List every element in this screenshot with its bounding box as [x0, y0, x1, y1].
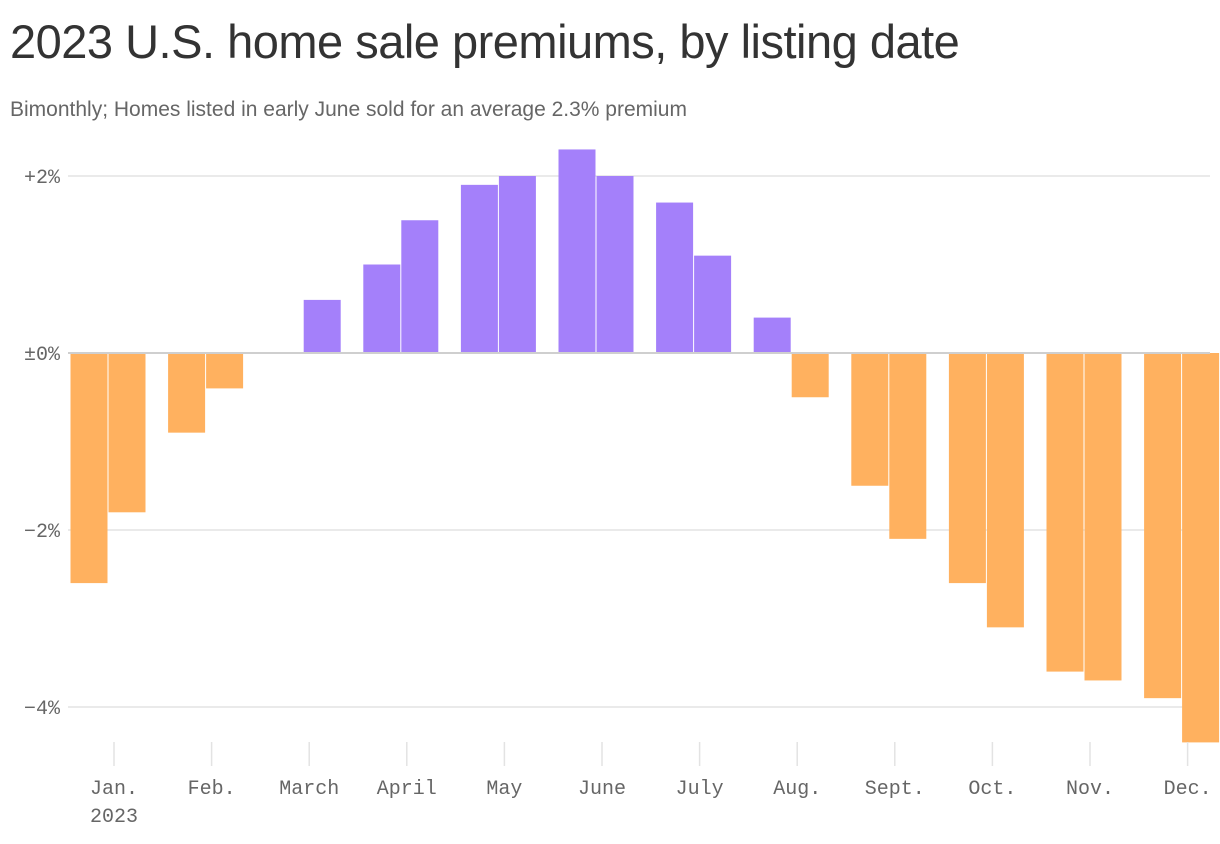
x-tick-label: May [486, 778, 522, 801]
x-tick-label: Dec. [1164, 778, 1212, 801]
x-tick-label: Oct. [968, 778, 1016, 801]
y-tick-label: +2% [24, 167, 61, 190]
gridlines [68, 175, 1210, 708]
x-tick-label: July [676, 778, 724, 801]
y-tick-label: ±0% [24, 344, 61, 367]
bar [460, 184, 498, 353]
bars [70, 149, 1220, 743]
bar [889, 353, 927, 539]
bar [851, 353, 889, 486]
bar [791, 353, 829, 398]
chart-title: 2023 U.S. home sale premiums, by listing… [10, 15, 960, 68]
bar [1182, 353, 1220, 743]
bar [694, 255, 732, 353]
chart-subtitle: Bimonthly; Homes listed in early June so… [10, 98, 687, 121]
bar [303, 299, 341, 353]
bar [596, 176, 634, 353]
bar [1084, 353, 1122, 681]
bar [656, 202, 694, 353]
y-tick-label: −4% [24, 698, 61, 721]
bar [108, 353, 146, 513]
x-tick-label: Jan. [90, 778, 138, 801]
x-tick-label: Nov. [1066, 778, 1114, 801]
bar [498, 176, 536, 353]
bar [986, 353, 1024, 628]
x-tick-label: Feb. [188, 778, 236, 801]
x-tick-label: March [279, 778, 339, 801]
bar [363, 264, 401, 353]
bar [948, 353, 986, 584]
x-tick-label: Sept. [865, 778, 925, 801]
bar [1144, 353, 1182, 699]
bar [753, 317, 791, 353]
bar [1046, 353, 1084, 672]
bar [168, 353, 206, 433]
x-tick-label: April [377, 778, 437, 801]
bar [70, 353, 108, 584]
y-tick-label: −2% [24, 521, 61, 544]
x-tick-sublabel: 2023 [90, 806, 138, 829]
x-tick-label: Aug. [773, 778, 821, 801]
x-tick-label: June [578, 778, 626, 801]
bar [206, 353, 244, 389]
bar [401, 220, 439, 353]
y-axis-labels: +2% ±0% −2% −4% [24, 167, 61, 721]
bar [558, 149, 596, 353]
x-axis: Jan. 2023 Feb. March April May June July Aug. Sep… [90, 742, 1212, 829]
